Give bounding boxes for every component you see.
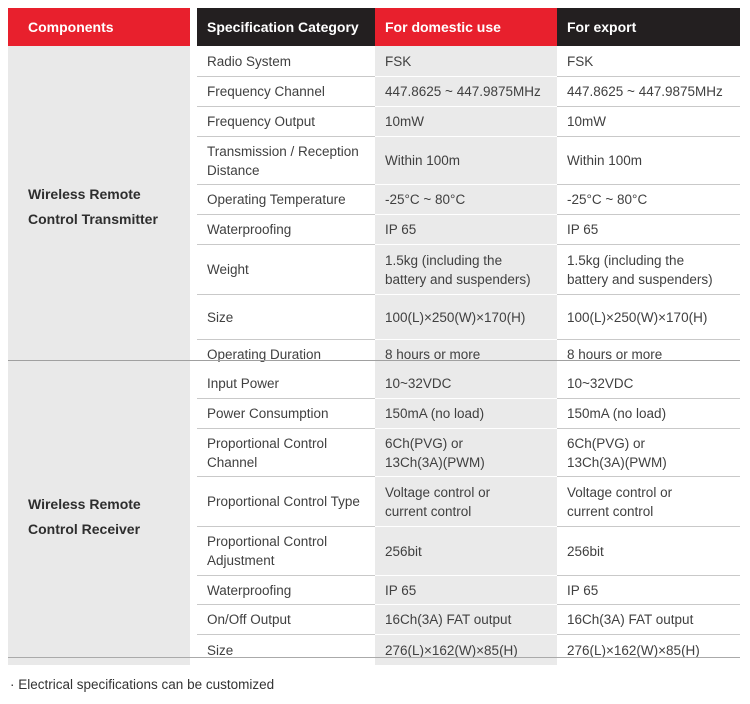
spec-category-cell: Power Consumption bbox=[197, 399, 375, 429]
export-value-cell: 10~32VDC bbox=[557, 368, 740, 399]
domestic-value-cell: FSK bbox=[375, 46, 557, 77]
footnote-text: · Electrical specifications can be custo… bbox=[10, 677, 275, 692]
spec-category-cell: Input Power bbox=[197, 368, 375, 399]
domestic-value-cell: 8 hours or more bbox=[375, 340, 557, 368]
spec-category-cell: Waterproofing bbox=[197, 215, 375, 245]
export-value-cell: 276(L)×162(W)×85(H) bbox=[567, 642, 700, 658]
header-for-domestic-use: For domestic use bbox=[375, 8, 557, 46]
spec-category-cell: Frequency Output bbox=[197, 107, 375, 137]
component-label-receiver: Wireless Remote Control Receiver bbox=[8, 368, 190, 665]
header-for-export: For export bbox=[557, 8, 740, 46]
export-value-cell: -25°C ~ 80°C bbox=[557, 185, 740, 215]
component-label-transmitter: Wireless Remote Control Transmitter bbox=[8, 46, 190, 368]
spec-category-cell: Operating Temperature bbox=[197, 185, 375, 215]
domestic-value-cell: Within 100m bbox=[375, 137, 557, 185]
spec-category-cell: Radio System bbox=[197, 46, 375, 77]
export-value-cell: 16Ch(3A) FAT output bbox=[557, 605, 740, 635]
export-value-cell: IP 65 bbox=[557, 215, 740, 245]
domestic-value-cell: 150mA (no load) bbox=[375, 399, 557, 429]
export-value-cell: 6Ch(PVG) or 13Ch(3A)(PWM) bbox=[557, 429, 740, 477]
export-value-cell: IP 65 bbox=[557, 576, 740, 605]
domestic-value-cell: IP 65 bbox=[375, 576, 557, 605]
spec-category-cell: Size bbox=[207, 642, 234, 658]
export-value-cell: 256bit bbox=[557, 527, 740, 576]
domestic-value-cell: 6Ch(PVG) or 13Ch(3A)(PWM) bbox=[375, 429, 557, 477]
export-value-cell: Within 100m bbox=[557, 137, 740, 185]
header-specification-category: Specification Category bbox=[197, 8, 375, 46]
domestic-value-cell: Voltage control or current control bbox=[375, 477, 557, 527]
section-divider-line bbox=[8, 360, 740, 361]
export-value-cell: 447.8625 ~ 447.9875MHz bbox=[557, 77, 740, 107]
domestic-value-cell: IP 65 bbox=[375, 215, 557, 245]
header-components: Components bbox=[8, 8, 190, 46]
export-value-cell: 10mW bbox=[557, 107, 740, 137]
export-value-cell: 8 hours or more bbox=[567, 346, 663, 362]
spec-category-cell: Proportional Control Adjustment bbox=[197, 527, 375, 576]
domestic-value-cell: -25°C ~ 80°C bbox=[375, 185, 557, 215]
spec-category-cell: Frequency Channel bbox=[197, 77, 375, 107]
domestic-value-cell: 10~32VDC bbox=[375, 368, 557, 399]
spec-category-cell: Weight bbox=[197, 245, 375, 295]
domestic-value-cell: 256bit bbox=[375, 527, 557, 576]
export-value-cell: 1.5kg (including the battery and suspend… bbox=[557, 245, 740, 295]
specification-table: Components Specification Category For do… bbox=[8, 8, 740, 665]
domestic-value-cell: 276(L)×162(W)×85(H) bbox=[375, 635, 557, 665]
export-value-cell: 100(L)×250(W)×170(H) bbox=[557, 295, 740, 340]
header-gap bbox=[190, 8, 197, 46]
export-value-cell: FSK bbox=[557, 46, 740, 77]
spec-category-cell: Proportional Control Channel bbox=[197, 429, 375, 477]
spec-category-cell: Transmission / Reception Distance bbox=[197, 137, 375, 185]
spec-category-cell: Size bbox=[197, 295, 375, 340]
spec-category-cell: On/Off Output bbox=[197, 605, 375, 635]
export-value-cell: Voltage control or current control bbox=[557, 477, 740, 527]
domestic-value-cell: 100(L)×250(W)×170(H) bbox=[375, 295, 557, 340]
spec-category-cell: Operating Duration bbox=[207, 346, 322, 362]
domestic-value-cell: 16Ch(3A) FAT output bbox=[375, 605, 557, 635]
domestic-value-cell: 10mW bbox=[375, 107, 557, 137]
domestic-value-cell: 1.5kg (including the battery and suspend… bbox=[375, 245, 557, 295]
spec-category-cell: Proportional Control Type bbox=[197, 477, 375, 527]
spec-category-cell: Waterproofing bbox=[197, 576, 375, 605]
export-value-cell: 150mA (no load) bbox=[557, 399, 740, 429]
domestic-value-cell: 447.8625 ~ 447.9875MHz bbox=[375, 77, 557, 107]
table-bottom-line bbox=[8, 657, 740, 658]
